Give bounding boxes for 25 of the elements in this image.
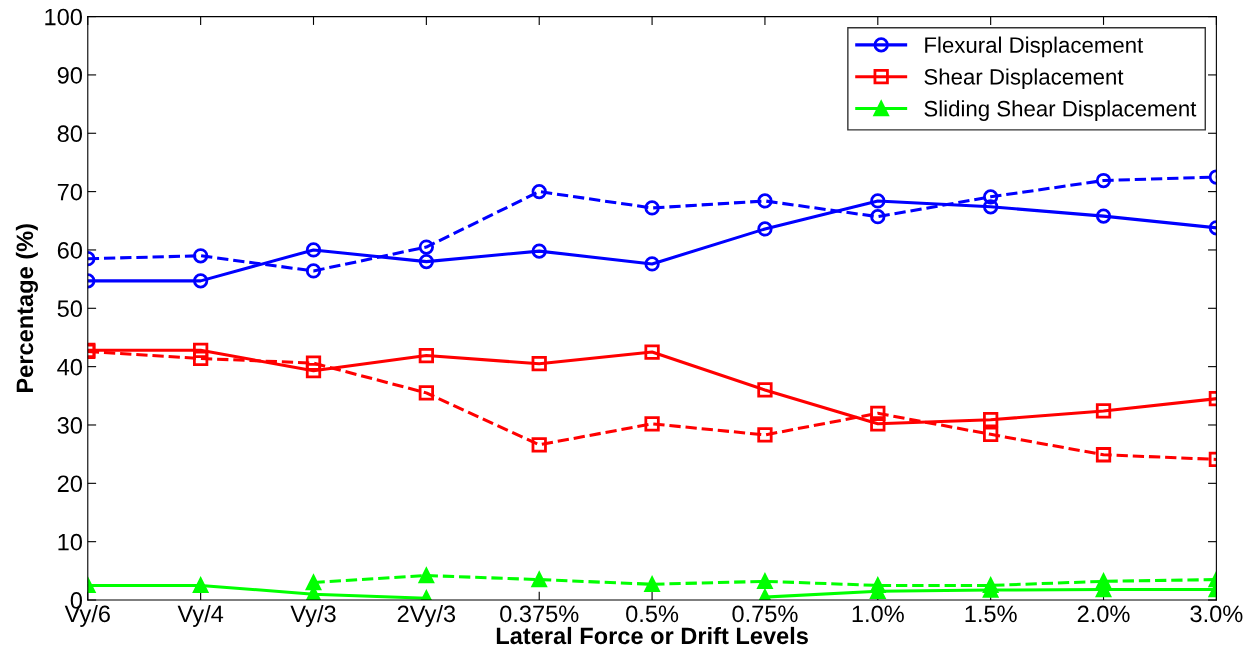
y-axis-title: Percentage (%) [15,224,38,392]
y-tick-label: 40 [57,358,82,376]
y-tick-label: 60 [57,242,82,259]
x-tick-label: 2Vy/3 [397,604,456,627]
x-tick-label: Vy/3 [290,604,336,627]
x-tick-label: 2.0% [1077,605,1130,623]
x-tick-label: Vy/4 [177,604,224,627]
legend-label: Sliding Shear Displacement [924,100,1197,121]
x-tick-label: 1.5% [965,605,1017,623]
legend-label: Shear Displacement [924,68,1124,90]
y-tick-label: 80 [57,125,82,143]
x-tick-label: 3.0% [1190,605,1243,623]
y-tick-label: 100 [45,8,82,26]
x-axis-title: Lateral Force or Drift Levels [496,626,808,645]
legend-label: Flexural Displacement [925,36,1144,58]
y-tick-label: 30 [57,417,82,434]
x-tick-label: 0.375% [500,605,579,623]
y-tick-label: 70 [57,183,82,201]
y-tick-label: 10 [58,533,82,551]
y-tick-label: 20 [57,475,82,493]
x-tick-label: 0.75% [732,605,798,623]
x-tick-label: 0.5% [626,605,679,623]
y-tick-label: 90 [57,66,82,84]
y-tick-label: 50 [57,300,82,318]
x-tick-label: 1.0% [852,605,904,623]
